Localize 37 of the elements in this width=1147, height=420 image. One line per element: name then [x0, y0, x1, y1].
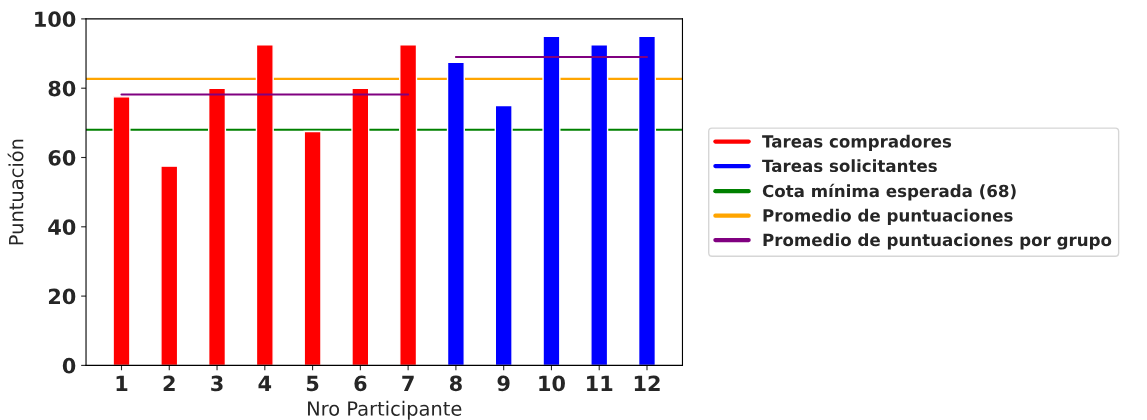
x-tick-label: 11: [587, 375, 613, 391]
y-axis-title: Puntuación: [7, 139, 24, 245]
y-tick-label: 80: [48, 80, 76, 97]
legend-label: Promedio de puntuaciones por grupo: [763, 233, 1112, 250]
y-tick-label: 40: [48, 219, 76, 236]
bar: [351, 87, 370, 366]
bar: [112, 96, 131, 366]
y-tick-label: 100: [35, 11, 76, 28]
x-tick-label: 8: [449, 375, 462, 392]
bar: [399, 44, 418, 366]
bar: [303, 130, 322, 366]
x-axis-title: Nro Participante: [308, 400, 462, 420]
x-tick-label: 9: [497, 375, 510, 392]
bar: [207, 87, 227, 366]
bar: [637, 35, 657, 366]
legend-label: Tareas compradores: [762, 134, 952, 151]
y-tick-label: 0: [62, 357, 76, 374]
x-tick-label: 12: [634, 375, 660, 391]
x-tick-label: 10: [539, 375, 565, 392]
x-tick-label: 2: [163, 375, 175, 391]
x-tick-label: 5: [306, 375, 319, 392]
legend-label: Tareas solicitantes: [762, 159, 937, 173]
y-tick-label: 20: [48, 288, 76, 305]
bar: [160, 165, 179, 366]
bar: [446, 61, 465, 366]
y-tick-label: 60: [48, 149, 76, 166]
x-tick-label: 3: [211, 375, 223, 392]
bar: [590, 44, 609, 366]
bar: [542, 35, 561, 366]
legend-label: Cota mínima esperada (68): [762, 183, 1016, 201]
x-tick-label: 6: [354, 375, 367, 392]
bar: [494, 104, 513, 366]
legend-label: Promedio de puntuaciones: [763, 208, 1013, 225]
bar: [255, 44, 274, 366]
x-tick-label: 7: [402, 375, 414, 391]
x-tick-label: 1: [116, 375, 128, 391]
x-tick-label: 4: [258, 375, 272, 391]
